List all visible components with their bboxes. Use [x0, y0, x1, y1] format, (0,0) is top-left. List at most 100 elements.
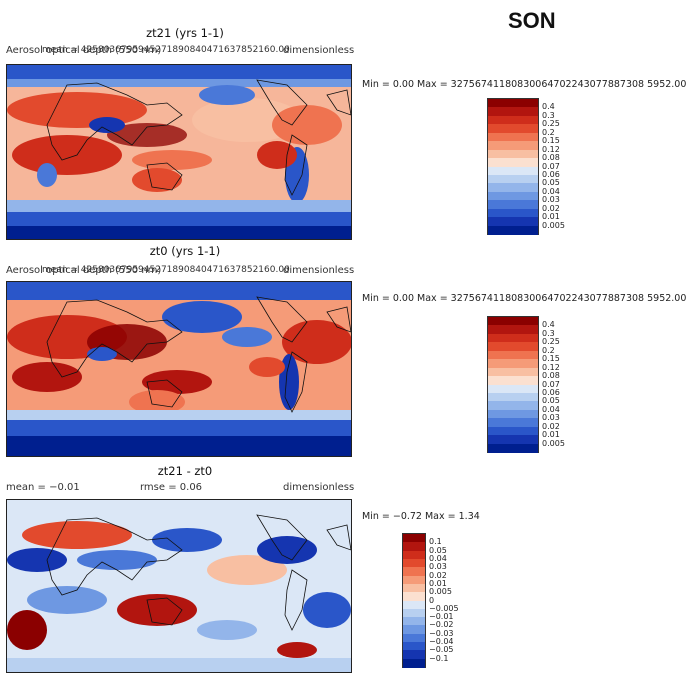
- colorbar-swatch: [403, 633, 425, 643]
- colorbar-swatch: [488, 158, 538, 167]
- colorbar-label: 0.01: [542, 430, 560, 440]
- colorbar-label: 0.005: [542, 220, 565, 230]
- colorbar-swatch: [488, 166, 538, 176]
- panel2-title: zt0 (yrs 1-1): [149, 244, 221, 258]
- colorbar-swatch: [403, 583, 425, 593]
- colorbar-label: 0.2: [542, 345, 555, 355]
- colorbar-label: 0.01: [542, 212, 560, 222]
- panel2-map: [6, 281, 352, 457]
- colorbar-label: 0.05: [542, 396, 560, 406]
- panel1-map: [6, 64, 352, 240]
- colorbar-label: 0.08: [542, 371, 560, 381]
- panel3-map-field: [7, 500, 351, 672]
- colorbar-swatch: [403, 592, 425, 601]
- colorbar-swatch: [488, 426, 538, 436]
- colorbar-label: −0.03: [429, 628, 454, 638]
- colorbar-label: 0.06: [542, 387, 560, 397]
- panel1-mean-label: mean = 425803679594527189084047163785216…: [42, 45, 290, 55]
- colorbar-label: 0.08: [542, 153, 560, 163]
- colorbar-swatch: [488, 443, 538, 453]
- colorbar-label: −0.02: [429, 620, 454, 630]
- panel1-units: dimensionless: [283, 45, 355, 56]
- colorbar-label: 0.4: [542, 102, 555, 112]
- colorbar-label: 0.3: [542, 328, 555, 338]
- colorbar-swatch: [403, 608, 425, 618]
- colorbar-swatch: [403, 650, 425, 660]
- colorbar-swatch: [403, 567, 425, 577]
- colorbar-swatch: [488, 208, 538, 218]
- colorbar-label: 0.03: [542, 413, 560, 423]
- colorbar-swatch: [403, 658, 425, 668]
- colorbar-swatch: [403, 575, 425, 585]
- colorbar-swatch: [488, 376, 538, 385]
- colorbar-label: 0.07: [542, 379, 560, 389]
- colorbar-swatch: [488, 107, 538, 117]
- panel3-title: zt21 - zt0: [157, 464, 213, 478]
- colorbar-label: 0.005: [429, 587, 452, 597]
- panel1-colorbar: 0.4 0.3 0.25 0.2 0.15 0.12 0.08 0.07 0.06 0.05 0.0…: [487, 98, 565, 235]
- season-title: SON: [508, 8, 556, 33]
- panel2-map-field: [7, 282, 351, 456]
- colorbar-label: 0.02: [429, 570, 447, 580]
- colorbar-swatch: [488, 124, 538, 134]
- panel2-variable-label: Aerosol optical depth (550 nm): [6, 265, 162, 276]
- panel3-colorbar: 0.1 0.05 0.04 0.03 0.02 0.01 0.005 0 −0.005 −0.01…: [402, 533, 459, 668]
- panel1-title: zt21 (yrs 1-1): [146, 26, 224, 40]
- panel1-variable-label: Aerosol optical depth (550 nm): [6, 45, 162, 56]
- colorbar-swatch: [488, 225, 538, 235]
- colorbar-label: 0.4: [542, 320, 555, 330]
- colorbar-label: −0.1: [429, 653, 449, 663]
- colorbar-label: 0.15: [542, 136, 560, 146]
- colorbar-swatch: [488, 132, 538, 142]
- colorbar-swatch: [488, 359, 538, 369]
- panel2-units: dimensionless: [283, 265, 355, 276]
- panel3-units: dimensionless: [283, 482, 355, 493]
- colorbar-swatch: [488, 317, 538, 326]
- colorbar-label: 0: [429, 595, 435, 605]
- panel1-minmax: Min = 0.00 Max = 32756741180830064702243…: [362, 79, 687, 90]
- colorbar-swatch: [488, 418, 538, 428]
- colorbar-swatch: [488, 217, 538, 227]
- colorbar-swatch: [488, 435, 538, 445]
- colorbar-label: 0.25: [542, 337, 560, 347]
- colorbar-swatch: [488, 115, 538, 125]
- colorbar-swatch: [403, 558, 425, 568]
- colorbar-label: 0.2: [542, 127, 555, 137]
- colorbar-label: 0.04: [429, 553, 447, 563]
- panel3-map: [6, 499, 352, 673]
- colorbar-swatch: [403, 625, 425, 635]
- panel3-mean-label: mean = −0.01: [6, 482, 80, 493]
- colorbar-label: 0.1: [429, 537, 442, 547]
- colorbar-label: −0.05: [429, 645, 454, 655]
- colorbar-label: 0.06: [542, 169, 560, 179]
- colorbar-label: 0.005: [542, 438, 565, 448]
- colorbar-swatch: [488, 333, 538, 343]
- colorbar-label: 0.12: [542, 362, 560, 372]
- colorbar-label: 0.07: [542, 161, 560, 171]
- colorbar-swatch: [403, 534, 425, 543]
- colorbar-label: 0.02: [542, 421, 560, 431]
- colorbar-label: 0.25: [542, 119, 560, 129]
- colorbar-label: 0.02: [542, 203, 560, 213]
- colorbar-swatch: [488, 367, 538, 377]
- panel1-map-field: [7, 65, 351, 239]
- colorbar-label: 0.04: [542, 404, 560, 414]
- colorbar-label: 0.3: [542, 110, 555, 120]
- panel2-minmax: Min = 0.00 Max = 32756741180830064702243…: [362, 293, 687, 304]
- colorbar-swatch: [403, 642, 425, 651]
- colorbar-label: 0.03: [429, 562, 447, 572]
- panel3-rmse-label: rmse = 0.06: [140, 482, 203, 493]
- colorbar-swatch: [488, 392, 538, 402]
- colorbar-swatch: [488, 409, 538, 419]
- colorbar-swatch: [488, 183, 538, 193]
- colorbar-label: 0.12: [542, 144, 560, 154]
- panel2-mean-label: mean = 425803679594527189084047163785216…: [42, 265, 290, 275]
- colorbar-swatch: [488, 342, 538, 352]
- colorbar-label: 0.01: [429, 578, 447, 588]
- panel3-minmax: Min = −0.72 Max = 1.34: [362, 511, 480, 522]
- colorbar-label: 0.04: [542, 186, 560, 196]
- colorbar-label: 0.15: [542, 354, 560, 364]
- colorbar-label: −0.01: [429, 612, 454, 622]
- colorbar-swatch: [488, 350, 538, 360]
- colorbar-label: −0.005: [429, 603, 459, 613]
